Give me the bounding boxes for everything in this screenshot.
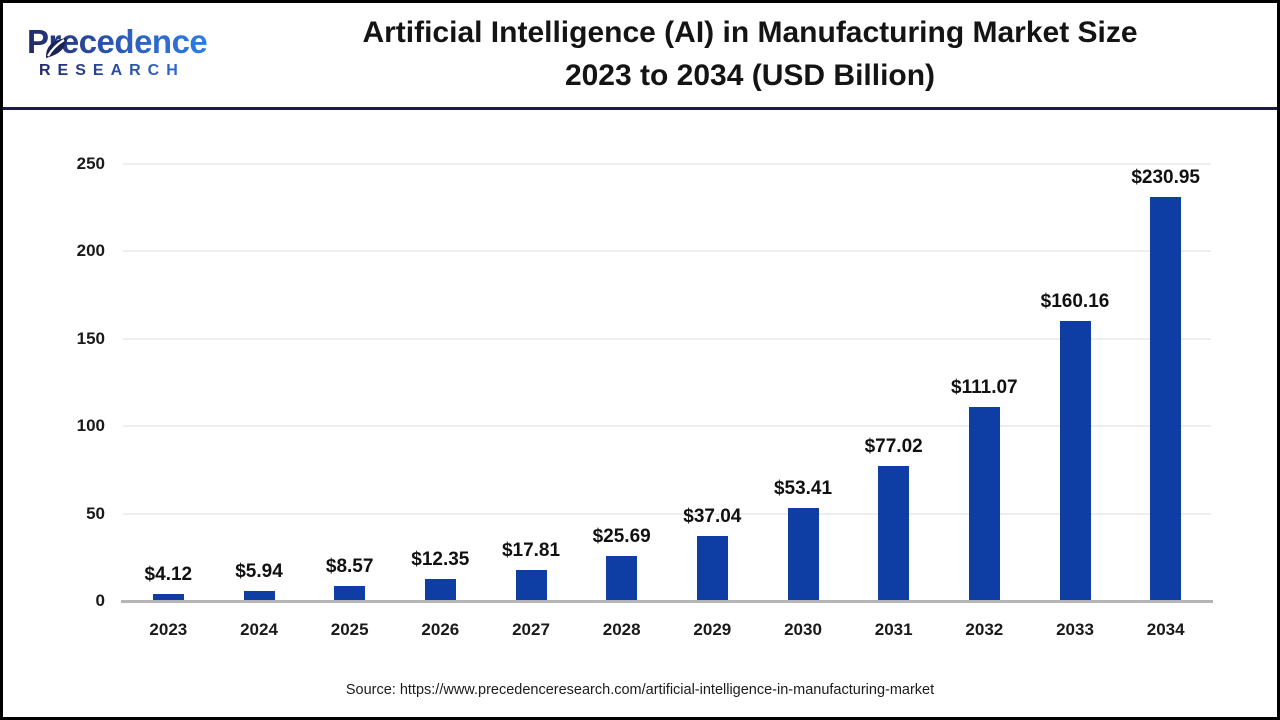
bar-value-label: $230.95 [1131, 167, 1200, 189]
y-axis-tick-label: 250 [76, 154, 105, 173]
bar-2023 [152, 593, 184, 601]
bar-value-label: $111.07 [951, 376, 1018, 398]
y-axis-tick-label: 200 [76, 241, 105, 261]
y-axis-tick-label: 50 [86, 503, 105, 523]
bar-value-label: $5.94 [235, 560, 283, 582]
x-axis-tick-label: 2028 [602, 620, 641, 639]
y-axis-tick-label: 100 [76, 416, 105, 436]
header-divider [3, 107, 1277, 110]
bar-value-label: $12.35 [411, 549, 470, 571]
bar-2025 [334, 586, 366, 601]
x-axis-tick-label: 2027 [512, 620, 550, 639]
y-axis-tick-label: 0 [95, 591, 105, 610]
x-axis-tick-label: 2024 [240, 620, 278, 639]
bar-2026 [424, 579, 456, 601]
x-axis-line [121, 600, 1213, 603]
x-axis-tick-label: 2030 [784, 620, 822, 639]
x-axis-tick-label: 2025 [330, 620, 369, 639]
bar-value-label: $25.69 [592, 526, 651, 548]
gridline-50 [123, 512, 1211, 515]
gridline-200 [123, 250, 1211, 253]
bar-value-label: $77.02 [864, 436, 923, 458]
x-axis-tick-label: 2033 [1056, 620, 1094, 639]
x-axis-tick-label: 2034 [1146, 620, 1185, 639]
title-line-2: 2023 to 2034 (USD Billion) [564, 59, 936, 92]
y-axis-tick-label: 150 [76, 328, 105, 348]
bar-value-label: $4.12 [144, 563, 193, 585]
precedence-research-logo: Precedence RESEARCH [27, 23, 247, 80]
bar-2028 [606, 556, 638, 601]
bar-2029 [696, 536, 728, 601]
bar-2030 [787, 507, 819, 601]
leaf-icon [45, 38, 66, 58]
gridline-150 [123, 337, 1211, 340]
logo-subtitle: RESEARCH [39, 62, 247, 80]
gridline-100 [123, 425, 1211, 428]
title-line-1: Artificial Intelligence (AI) in Manufact… [362, 16, 1138, 49]
bar-2033 [1059, 321, 1091, 601]
bar-value-label: $17.81 [501, 539, 561, 561]
bar-2027 [515, 569, 547, 601]
gridline-250 [123, 163, 1211, 165]
bar-2031 [878, 466, 910, 601]
x-axis-tick-label: 2026 [421, 620, 460, 639]
bar-value-label: $160.16 [1040, 291, 1110, 313]
bar-chart: 0 50 100 150 200 250 $4.12 2023 $5.94 2024 $8.57 20… [3, 110, 1277, 717]
bar-value-label: $8.57 [325, 556, 374, 578]
bar-value-label: $53.41 [773, 477, 833, 499]
bar-2024 [243, 590, 275, 601]
x-axis-tick-label: 2023 [149, 620, 188, 639]
x-axis-tick-label: 2032 [965, 620, 1004, 639]
bar-value-label: $37.04 [683, 506, 742, 528]
page-title: Artificial Intelligence (AI) in Manufact… [255, 11, 1245, 97]
x-axis-tick-label: 2029 [693, 620, 732, 639]
bar-2034 [1150, 197, 1182, 601]
source-citation: Source: https://www.precedenceresearch.c… [345, 682, 935, 698]
bar-2032 [968, 406, 1000, 601]
x-axis-tick-label: 2031 [874, 620, 913, 639]
